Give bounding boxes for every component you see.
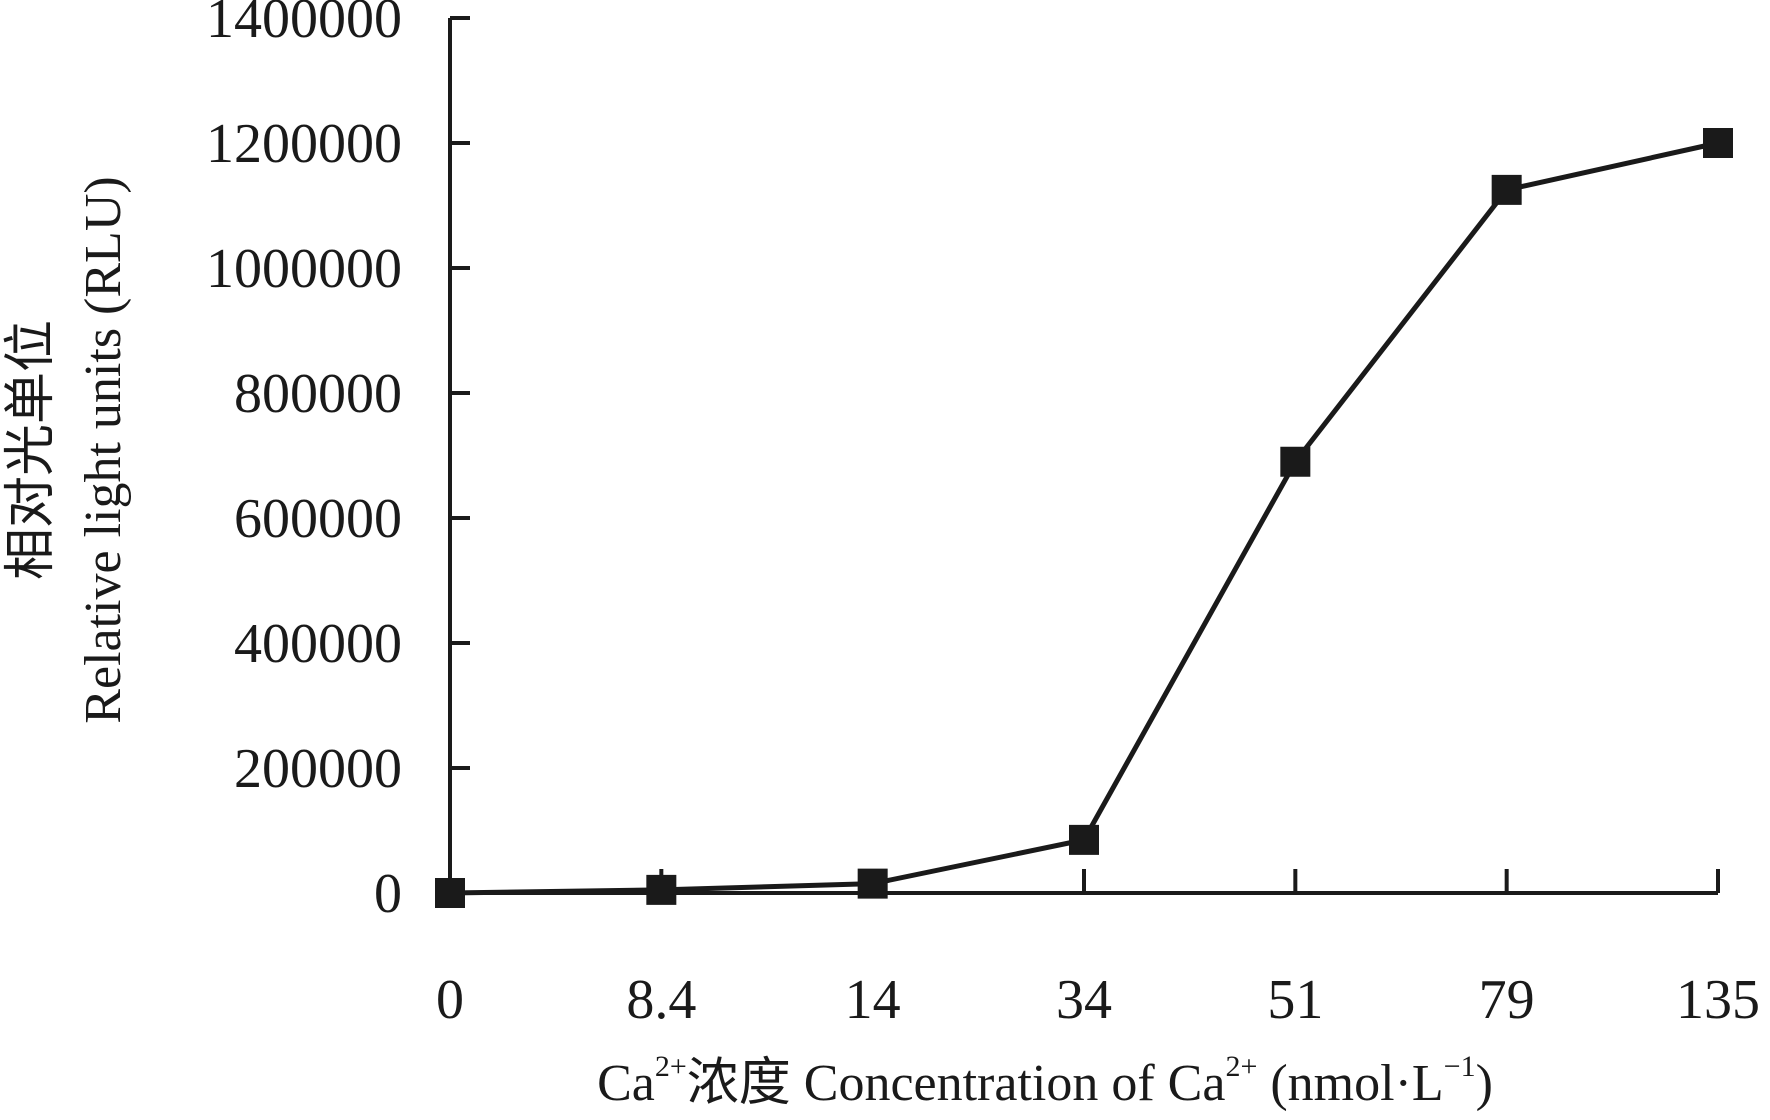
y-tick-label: 1200000 <box>206 113 402 175</box>
x-tick-label: 79 <box>1479 969 1535 1031</box>
x-tick-label: 8.4 <box>626 969 696 1031</box>
y-axis-title-line1: 相对光单位 <box>3 320 60 580</box>
x-tick-label: 135 <box>1676 969 1760 1031</box>
data-point <box>1069 824 1099 855</box>
x-tick-group: 0 8.4 14 34 51 79 135 <box>436 869 1760 1031</box>
x-tick-label: 34 <box>1056 969 1112 1031</box>
data-point <box>1703 128 1733 158</box>
y-axis-title-line2: Relative light units (RLU) <box>75 176 132 723</box>
x-tick-label: 0 <box>436 969 464 1031</box>
series-group <box>435 128 1733 908</box>
y-tick-label: 400000 <box>234 613 402 675</box>
x-axis-title-prefix: Ca <box>597 1055 655 1112</box>
x-axis-title-middle: 浓度 Concentration of Ca <box>687 1055 1226 1112</box>
axes <box>448 18 1718 895</box>
y-tick-label: 800000 <box>234 363 402 425</box>
x-tick-label: 14 <box>845 969 901 1031</box>
y-tick-label: 600000 <box>234 488 402 550</box>
data-point <box>857 868 888 899</box>
data-point <box>646 874 677 905</box>
y-tick-label: 1400000 <box>206 0 402 50</box>
y-tick-label: 0 <box>374 863 402 925</box>
x-tick-label: 51 <box>1267 969 1323 1031</box>
x-axis-title-unit-open: (nmol·L <box>1257 1055 1443 1112</box>
data-point <box>435 878 465 908</box>
x-axis-title-unit-close: ) <box>1476 1055 1493 1112</box>
x-axis-title-sup1: 2+ <box>655 1050 687 1083</box>
series-line <box>449 140 1719 896</box>
y-tick-group: 0 200000 400000 600000 800000 1000000 1200000 1… <box>206 0 470 925</box>
data-point <box>1491 174 1522 205</box>
data-point <box>1280 446 1311 477</box>
x-axis-title: Ca2+浓度 Concentration of Ca2+ (nmol·L−1) <box>597 1050 1493 1112</box>
x-axis-title-sup3: −1 <box>1444 1050 1476 1083</box>
y-tick-label: 200000 <box>234 738 402 800</box>
x-axis-title-sup2: 2+ <box>1225 1050 1257 1083</box>
y-tick-label: 1000000 <box>206 238 402 300</box>
